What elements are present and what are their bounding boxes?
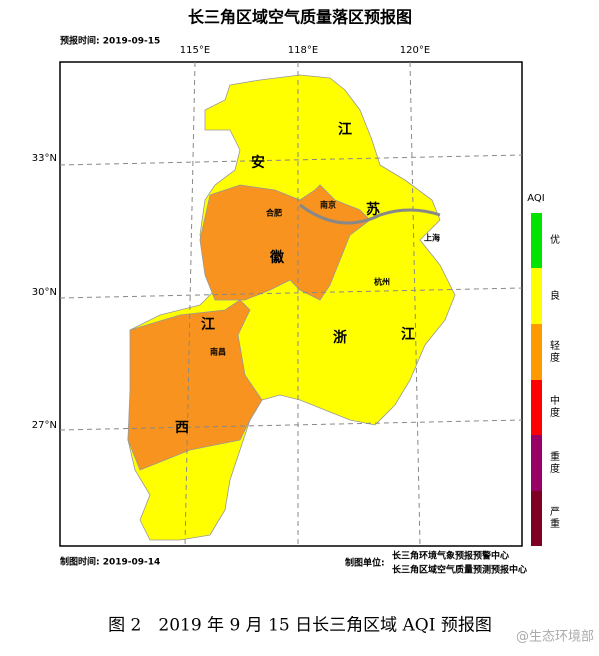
watermark: @生态环境部: [516, 630, 594, 645]
legend-label: 中度: [550, 394, 560, 419]
legend-swatch: [531, 213, 542, 268]
legend-label: 重度: [550, 450, 560, 475]
city-label: 上海: [424, 233, 440, 243]
lon-label: 120°E: [400, 45, 430, 56]
legend-label: 严重: [550, 506, 560, 530]
lon-label: 115°E: [180, 45, 210, 56]
legend-swatch: [531, 324, 542, 380]
legend: [531, 213, 542, 546]
title: 长三角区域空气质量落区预报图: [188, 8, 412, 27]
province-label: 安: [251, 154, 265, 171]
city-label: 杭州: [374, 277, 390, 287]
province-label: 江: [338, 121, 352, 138]
legend-swatch: [531, 435, 542, 491]
lat-label: 30°N: [32, 287, 57, 298]
province-label: 苏: [366, 201, 380, 218]
province-label: 徽: [269, 249, 285, 266]
legend-swatch: [531, 268, 542, 324]
legend-label: 优: [550, 233, 560, 246]
lon-label: 118°E: [288, 45, 318, 56]
province-label: 江: [401, 326, 415, 343]
city-label: 南昌: [210, 347, 226, 357]
orange-region: [199, 184, 371, 301]
province-label: 西: [175, 420, 189, 436]
legend-swatch: [531, 491, 542, 546]
legend-label: 轻度: [550, 339, 560, 364]
forecast-time: 预报时间: 2019-09-15: [60, 35, 160, 47]
map-area: [59, 61, 523, 547]
caption: 图 2 2019 年 9 月 15 日长三角区域 AQI 预报图: [108, 616, 492, 636]
unit-label: 制图单位:: [345, 557, 385, 569]
legend-label: 良: [550, 289, 560, 302]
city-label: 南京: [320, 200, 336, 210]
unit-name: 长三角区域空气质量预测预报中心: [392, 564, 527, 576]
lat-label: 27°N: [32, 420, 57, 431]
lat-label: 33°N: [32, 153, 57, 164]
province-label: 江: [201, 316, 215, 333]
unit-name: 长三角环境气象预报预警中心: [392, 550, 509, 562]
legend-title: AQI: [527, 193, 545, 204]
legend-swatch: [531, 380, 542, 435]
made-time: 制图时间: 2019-09-14: [60, 556, 160, 568]
province-label: 浙: [333, 329, 347, 346]
river: [299, 203, 441, 225]
city-label: 合肥: [265, 208, 282, 218]
